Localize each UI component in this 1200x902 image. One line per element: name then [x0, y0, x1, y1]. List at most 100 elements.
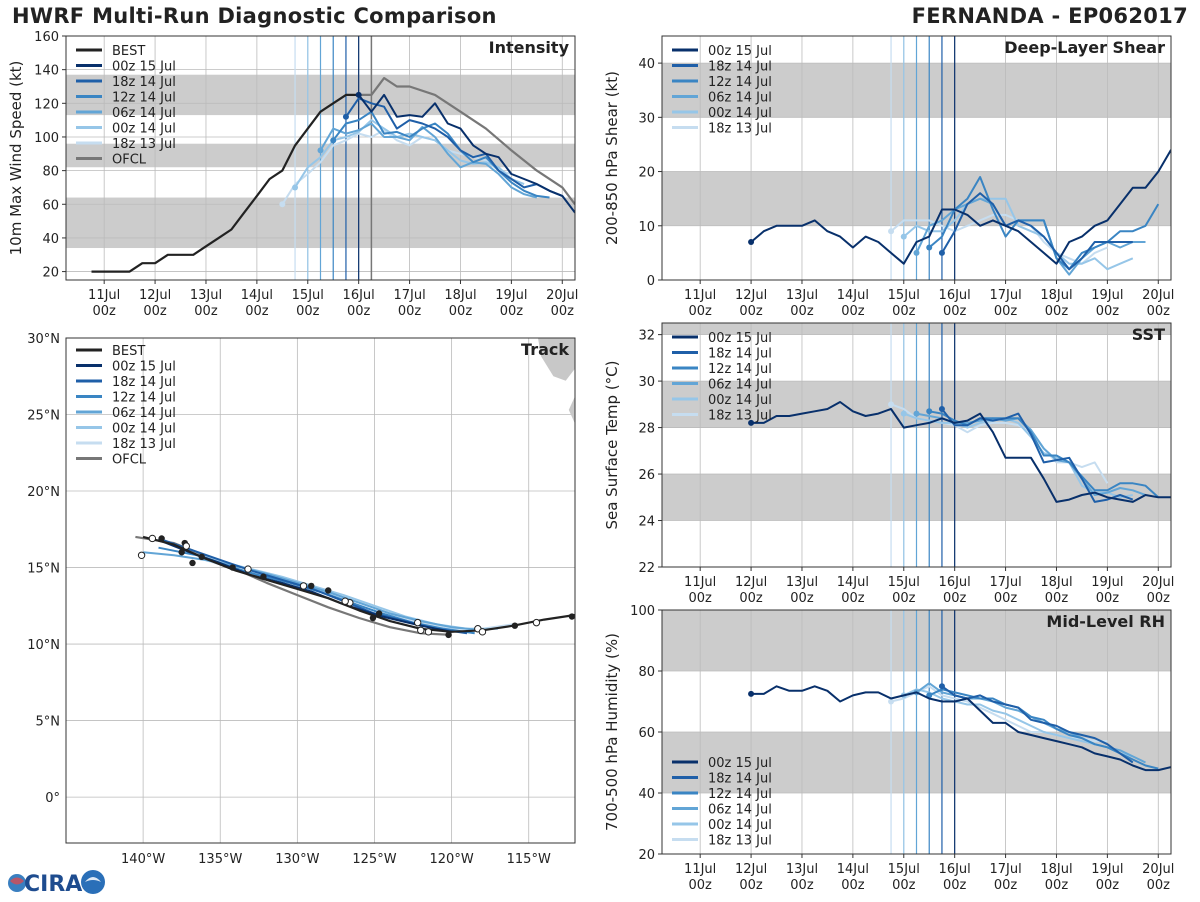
sst-ytick-label-5: 32	[638, 329, 655, 344]
track-xtick-label-3: 125°W	[352, 852, 396, 867]
shear-ytick-label-0: 0	[647, 274, 655, 289]
track-open-marker-10	[424, 628, 433, 636]
rh-ytick-label-4: 100	[630, 604, 655, 619]
track-ytick-label-4: 20°N	[27, 485, 60, 500]
intensity-xtick-day-1: 12Jul	[139, 288, 171, 303]
cira-logo-icon: CIRA	[8, 870, 105, 897]
rh-run-start-point-0	[748, 690, 755, 697]
shear-xtick-hour-9: 00z	[1147, 304, 1171, 319]
rh-xtick-day-1: 12Jul	[735, 862, 767, 877]
track-filled-marker-1	[511, 622, 519, 629]
track-open-marker-2	[413, 618, 422, 627]
intensity-run-start-point-0	[355, 91, 362, 98]
shear-run-start-point-2	[926, 244, 933, 251]
shear-legend-label-4: 00z 14 Jul	[708, 106, 772, 121]
intensity-xtick-day-6: 17Jul	[393, 288, 425, 303]
track-ytick-label-3: 15°N	[27, 562, 60, 577]
rh-run-line-1	[941, 685, 1134, 764]
shear-run-start-point-1	[938, 249, 945, 256]
rh-xtick-day-9: 20Jul	[1142, 862, 1174, 877]
rh-xtick-day-0: 11Jul	[684, 862, 716, 877]
sst-title: SST	[1132, 325, 1165, 344]
intensity-xtick-hour-9: 00z	[551, 304, 575, 319]
sst-xtick-day-3: 14Jul	[837, 575, 869, 590]
shear-ytick-label-1: 10	[638, 220, 655, 235]
rh-run-line-0	[751, 685, 1171, 772]
track-xtick-label-4: 120°W	[430, 852, 474, 867]
shear-legend-label-1: 18z 14 Jul	[708, 60, 772, 75]
sst-panel: 22242628303211Jul00z12Jul00z13Jul00z14Ju…	[603, 322, 1174, 606]
track-filled-marker-13	[178, 549, 185, 556]
sst-legend-label-3: 06z 14 Jul	[708, 378, 772, 393]
shear-ytick-label-4: 40	[638, 57, 655, 72]
rh-xtick-day-4: 15Jul	[888, 862, 920, 877]
rh-xtick-day-6: 17Jul	[989, 862, 1021, 877]
track-xtick-label-2: 130°W	[275, 852, 319, 867]
track-legend-label-3: 12z 14 Jul	[112, 391, 176, 406]
shear-run-start-point-4	[900, 233, 907, 240]
track-legend-label-0: BEST	[112, 344, 145, 359]
shear-ytick-label-3: 30	[638, 111, 655, 126]
track-filled-marker-2	[445, 631, 452, 639]
shear-xtick-hour-6: 00z	[994, 304, 1018, 319]
rh-ytick-label-1: 40	[638, 787, 655, 802]
rh-ytick-label-0: 20	[638, 848, 655, 863]
intensity-frame	[65, 35, 576, 281]
intensity-xtick-hour-8: 00z	[500, 304, 524, 319]
shear-run-start-point-5	[888, 228, 895, 235]
rh-run-start-point-5	[888, 698, 895, 705]
sst-frame	[661, 322, 1172, 568]
intensity-ytick-label-7: 160	[34, 30, 59, 45]
rh-ytick-label-3: 80	[638, 665, 655, 680]
intensity-ytick-label-3: 80	[42, 165, 59, 180]
intensity-xtick-day-9: 20Jul	[546, 288, 578, 303]
intensity-xtick-day-8: 19Jul	[495, 288, 527, 303]
track-ytick-label-2: 10°N	[27, 638, 60, 653]
rh-xtick-day-3: 14Jul	[837, 862, 869, 877]
shear-xtick-hour-1: 00z	[739, 304, 763, 319]
track-open-marker-12	[417, 626, 425, 634]
intensity-run-line-3	[319, 122, 538, 199]
shear-run-start-point-3	[913, 249, 920, 256]
sst-legend-label-1: 18z 14 Jul	[708, 347, 772, 362]
intensity-legend-label-7: OFCL	[112, 153, 147, 168]
sst-xtick-hour-2: 00z	[790, 591, 814, 606]
track-filled-marker-5	[325, 587, 332, 594]
track-filled-marker-6	[308, 582, 315, 590]
sst-xtick-hour-9: 00z	[1147, 591, 1171, 606]
track-legend-label-2: 18z 14 Jul	[112, 375, 176, 390]
intensity-xtick-day-5: 16Jul	[343, 288, 375, 303]
sst-xtick-day-2: 13Jul	[786, 575, 818, 590]
intensity-ytick-label-2: 60	[42, 198, 59, 213]
sst-xtick-hour-0: 00z	[688, 591, 712, 606]
rh-xtick-hour-8: 00z	[1096, 878, 1120, 893]
shear-series	[748, 149, 1171, 276]
shear-frame	[661, 35, 1172, 281]
sst-xtick-day-9: 20Jul	[1142, 575, 1174, 590]
logo-text: CIRA	[24, 872, 82, 897]
rh-panel: 2040608010011Jul00z12Jul00z13Jul00z14Jul…	[603, 604, 1174, 893]
sst-legend-label-5: 18z 13 Jul	[708, 409, 772, 424]
shear-title: Deep-Layer Shear	[1004, 38, 1165, 57]
intensity-best-line	[91, 93, 359, 273]
intensity-run-start-point-3	[317, 147, 324, 154]
sst-xtick-day-4: 15Jul	[888, 575, 920, 590]
track-panel: 140°W 135°W 130°W 125°W 120°W 115°W 0° 5°N 10°N 1…	[27, 332, 576, 867]
sst-xtick-day-0: 11Jul	[684, 575, 716, 590]
sst-xtick-hour-3: 00z	[841, 591, 865, 606]
sst-run-start-point-3	[913, 410, 920, 417]
rh-ylabel: 700-500 hPa Humidity (%)	[603, 633, 621, 831]
sst-ytick-label-2: 26	[638, 468, 655, 483]
track-legend-label-6: 18z 13 Jul	[112, 437, 176, 452]
track-open-marker-8	[148, 534, 157, 543]
rh-xtick-hour-7: 00z	[1045, 878, 1069, 893]
intensity-xtick-hour-7: 00z	[449, 304, 473, 319]
track-series	[135, 338, 575, 639]
sst-run-line-0	[751, 401, 1171, 503]
sst-run-start-point-4	[900, 410, 907, 417]
intensity-xtick-day-3: 14Jul	[241, 288, 273, 303]
track-filled-marker-9	[198, 553, 205, 561]
rh-run-start-point-1	[938, 683, 945, 690]
shear-legend-label-5: 18z 13 Jul	[708, 122, 772, 137]
